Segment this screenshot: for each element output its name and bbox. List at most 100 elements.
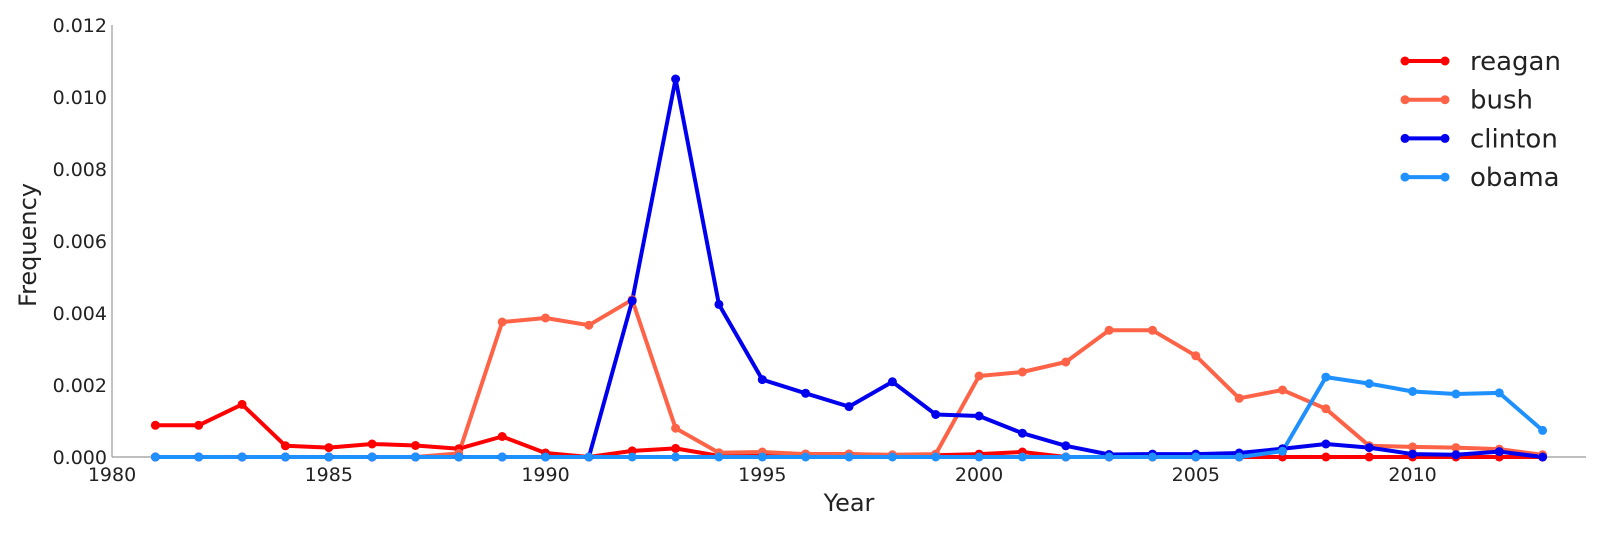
legend-item-reagan: reagan	[1400, 47, 1561, 77]
data-point-obama	[844, 452, 854, 462]
data-point-reagan	[497, 432, 507, 441]
data-point-obama	[887, 452, 897, 462]
x-tick-label: 1985	[305, 464, 353, 486]
x-tick-label: 1990	[521, 464, 569, 486]
data-point-obama	[1148, 452, 1157, 462]
y-tick-label: 0.004	[53, 303, 107, 325]
data-point-obama	[194, 452, 204, 462]
data-point-clinton	[974, 411, 984, 421]
data-point-reagan	[367, 439, 377, 449]
data-point-clinton	[671, 74, 681, 84]
data-point-obama	[367, 452, 377, 462]
legend: reagan bush clinton obama	[1400, 47, 1561, 193]
data-point-bush	[974, 371, 984, 381]
data-point-reagan	[324, 443, 334, 453]
data-point-reagan	[194, 420, 204, 430]
data-point-reagan	[150, 420, 160, 430]
data-point-obama	[237, 452, 247, 462]
data-point-bush	[497, 317, 507, 327]
data-point-bush	[1278, 385, 1287, 395]
data-point-reagan	[237, 399, 247, 409]
data-point-obama	[757, 452, 767, 462]
data-point-bush	[584, 320, 594, 330]
data-point-bush	[1451, 443, 1461, 453]
data-point-bush	[1148, 325, 1157, 335]
legend-swatch-marker	[1400, 56, 1410, 66]
legend-item-bush: bush	[1400, 86, 1533, 116]
legend-swatch-marker	[1400, 95, 1410, 105]
series-markers-clinton	[150, 74, 1548, 462]
y-tick-label: 0.008	[53, 159, 107, 181]
x-tick-label: 1995	[738, 464, 786, 486]
data-point-clinton	[801, 388, 811, 398]
data-point-obama	[1321, 372, 1331, 382]
data-point-obama	[541, 452, 550, 462]
data-point-bush	[1104, 325, 1114, 335]
data-point-clinton	[1408, 449, 1418, 459]
data-point-clinton	[1494, 447, 1504, 457]
data-point-obama	[454, 452, 464, 462]
legend-swatch-marker	[1440, 172, 1450, 182]
y-axis-label: Frequency	[14, 183, 42, 307]
data-point-clinton	[1061, 441, 1071, 451]
x-axis-label: Year	[823, 489, 875, 517]
series-line-reagan	[153, 402, 1545, 459]
data-point-obama	[1191, 452, 1201, 462]
legend-item-obama: obama	[1400, 163, 1560, 193]
data-point-bush	[1234, 393, 1244, 403]
data-point-obama	[1451, 389, 1461, 399]
data-point-bush	[1017, 367, 1027, 377]
data-point-clinton	[844, 402, 854, 412]
y-tick-label: 0.000	[53, 447, 107, 469]
x-tick-label: 2000	[955, 464, 1003, 486]
data-point-reagan	[411, 441, 420, 450]
data-point-obama	[411, 452, 420, 462]
series-points	[150, 74, 1548, 462]
data-point-clinton	[1364, 443, 1374, 453]
axes: 1980 1985 1990 1995 2000 2005 2010 0.000 0.002 0.…	[53, 15, 1586, 486]
data-point-clinton	[1451, 450, 1461, 460]
data-point-obama	[1104, 452, 1114, 462]
data-point-clinton	[627, 296, 637, 306]
data-point-obama	[324, 452, 334, 462]
x-tick-label: 2010	[1388, 464, 1436, 486]
data-point-reagan	[671, 443, 681, 453]
data-point-obama	[931, 452, 941, 462]
y-tick-label: 0.012	[53, 15, 107, 37]
data-point-reagan	[1364, 452, 1374, 462]
data-point-obama	[801, 452, 811, 462]
data-point-obama	[1364, 379, 1374, 389]
data-point-clinton	[931, 410, 941, 419]
series-line-clinton	[153, 77, 1545, 459]
data-point-obama	[1538, 425, 1548, 435]
y-tick-label: 0.010	[53, 87, 107, 109]
legend-item-clinton: clinton	[1400, 124, 1558, 154]
data-point-clinton	[887, 377, 897, 387]
data-point-obama	[1494, 388, 1504, 398]
data-point-reagan	[1321, 452, 1331, 462]
data-point-bush	[671, 423, 681, 433]
x-tick-label: 2005	[1172, 464, 1220, 486]
data-point-bush	[1061, 357, 1071, 367]
legend-swatch-marker	[1400, 133, 1410, 143]
legend-label: obama	[1470, 163, 1560, 193]
series-lines	[153, 77, 1545, 459]
data-point-obama	[1061, 452, 1071, 462]
legend-label: clinton	[1470, 124, 1558, 154]
data-point-clinton	[714, 299, 724, 309]
legend-label: reagan	[1470, 47, 1561, 77]
data-point-obama	[150, 452, 160, 462]
data-point-obama	[1408, 387, 1418, 396]
legend-swatch-marker	[1440, 95, 1450, 105]
data-point-clinton	[757, 375, 767, 385]
data-point-obama	[1017, 452, 1027, 462]
data-point-reagan	[280, 441, 290, 451]
y-tick-label: 0.006	[53, 231, 107, 253]
data-point-bush	[1321, 404, 1331, 414]
legend-swatch-marker	[1400, 172, 1410, 182]
data-point-obama	[627, 452, 637, 462]
data-point-obama	[497, 452, 507, 462]
series-markers-obama	[150, 372, 1548, 462]
